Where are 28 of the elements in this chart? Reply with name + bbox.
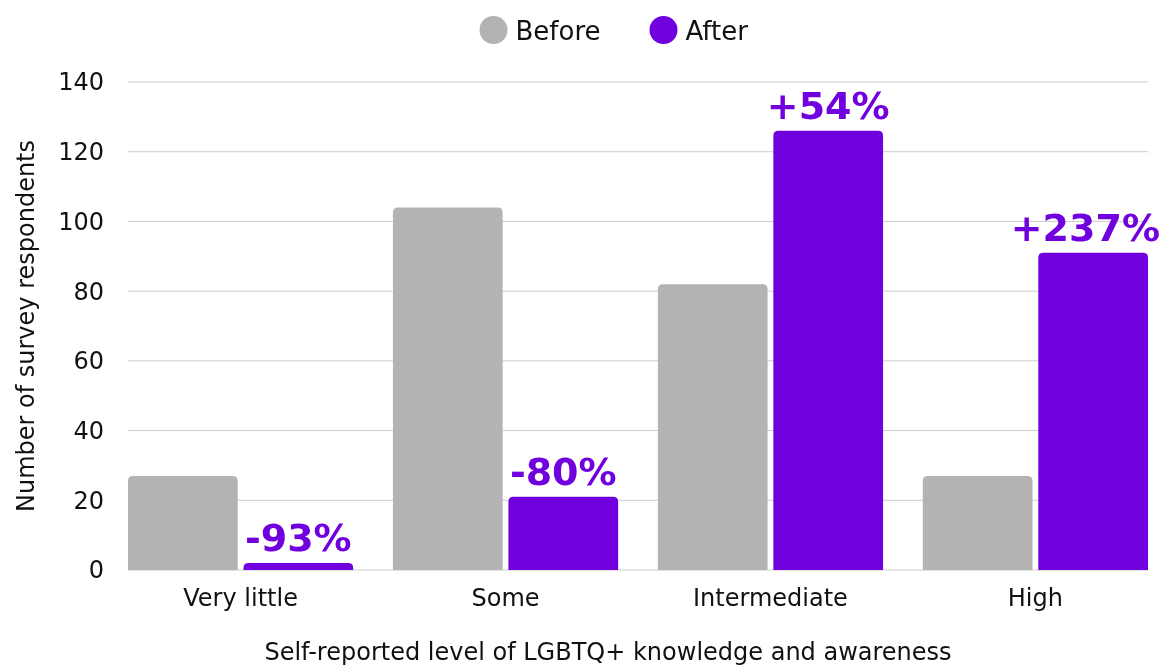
annotation: +54% (766, 83, 890, 128)
annotation: +237% (1010, 205, 1160, 250)
bar (128, 475, 238, 570)
x-tick-label: Very little (183, 584, 298, 612)
x-tick-label: Intermediate (693, 584, 848, 612)
legend-label: Before (515, 16, 601, 47)
y-axis-title: Number of survey respondents (12, 139, 40, 513)
annotation: -93% (244, 516, 352, 561)
bar (657, 284, 768, 570)
x-axis-title: Self-reported level of LGBTQ+ knowledge and awareness (264, 638, 952, 666)
legend-label: After (685, 16, 749, 47)
bar (508, 496, 619, 570)
y-tick-label: 100 (58, 207, 104, 236)
annotation: -80% (509, 449, 617, 494)
y-tick-label: 80 (73, 277, 104, 306)
y-tick-label: 20 (73, 486, 104, 515)
y-tick-label: 0 (88, 556, 104, 585)
x-tick-label: High (1007, 584, 1063, 612)
y-tick-label: 40 (73, 416, 104, 445)
bar (392, 207, 503, 570)
y-tick-label: 120 (58, 138, 104, 167)
y-tick-label: 140 (58, 68, 104, 97)
bar (243, 563, 354, 570)
bar (773, 130, 884, 570)
y-tick-label: 60 (73, 347, 104, 376)
x-tick-label: Some (471, 584, 540, 612)
bar (1038, 252, 1148, 570)
bar (922, 475, 1033, 570)
